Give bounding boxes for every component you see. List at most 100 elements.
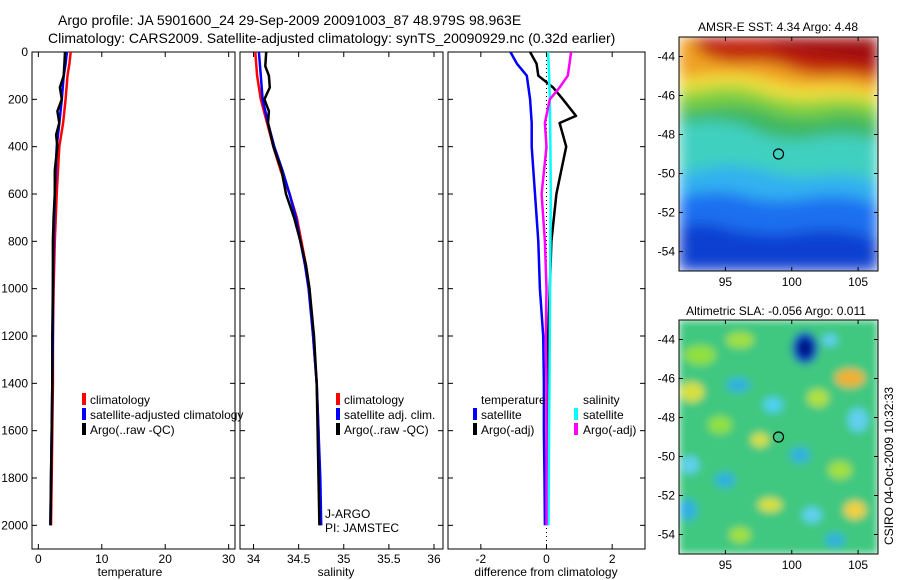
y-tick-label: -46 [658,89,676,103]
sla-map-ticks: 95 100 105 -44 -46 -48 -50 -52 -54 [658,320,878,572]
sst-map-field [679,37,878,271]
y-tick-label: -44 [658,333,676,347]
x-tick-label: 36 [427,552,441,566]
sst-map-frame [678,36,879,272]
difference-xlabel: difference from climatology [474,565,617,579]
temperature-panel: 0 10 20 30 0 200 400 600 800 1000 1200 1400 1600 1800… [1,45,243,579]
y-tick-label: -48 [658,128,676,142]
legend-swatch-satellite [82,408,86,420]
x-tick-label: 100 [782,275,802,289]
y-tick-label: 1200 [1,329,28,343]
temperature-lines [49,52,72,526]
x-tick-label: 30 [222,552,236,566]
x-tick-label: 35 [337,552,351,566]
x-tick-label: 2 [609,552,616,566]
legend-swatch-argo [336,423,340,435]
y-tick-label: -44 [658,50,676,64]
y-tick-label: -52 [658,489,676,503]
x-tick-label: 34.5 [287,552,311,566]
y-tick-label: 200 [8,92,28,106]
salinity-panel: 34 34.5 35 35.5 36 salinity climatology sate… [239,51,444,579]
salinity-lines [254,52,323,526]
y-tick-label: 2000 [1,518,28,532]
legend-label-climatology: climatology [344,393,404,407]
credit-label: CSIRO 04-Oct-2009 10:32:33 [882,387,896,545]
series-line-argo-raw-qc- [49,52,67,526]
sla-argo-marker [772,431,785,443]
salinity-axes-frame [239,51,444,550]
temperature-axes-frame [31,51,236,550]
y-tick-label: 1000 [1,282,28,296]
y-tick-label: 600 [8,187,28,201]
sla-map-field [679,320,878,554]
legend-swatch-climatology [82,393,86,405]
x-tick-label: 20 [159,552,173,566]
sla-map-panel: Altimetric SLA: -0.056 Argo: 0.011 [658,304,879,572]
y-tick-label: -52 [658,206,676,220]
x-tick-label: 0 [35,552,42,566]
salinity-ticks: 34 34.5 35 35.5 36 [240,51,443,566]
difference-legend: temperature salinity satellite Argo(-adj… [473,393,636,437]
legend-swatch-satellite [336,408,340,420]
legend-label-sal-satellite: satellite [583,408,624,422]
sst-map-ticks: 95 100 105 -44 -46 -48 -50 -52 -54 [658,37,878,289]
legend-swatch-temp-satellite [473,408,477,420]
legend-swatch-argo [82,423,86,435]
temperature-ticks: 0 10 20 30 0 200 400 600 800 1000 1200 1400 1600 1800… [1,45,235,566]
series-line-temperature-argo-adj- [529,52,578,526]
x-tick-label: 95 [719,558,733,572]
y-tick-label: -54 [658,245,676,259]
difference-ticks: -2 0 2 [448,51,645,566]
series-line-salinity-argo-adj- [540,52,573,526]
y-tick-label: -54 [658,528,676,542]
annotation-j-argo: J-ARGO [325,507,370,521]
temperature-xlabel: temperature [98,565,163,579]
y-tick-label: 1800 [1,471,28,485]
legend-swatch-temp-argo [473,423,477,435]
series-line-salinity-satellite [546,52,553,526]
legend-label-satellite: satellite-adjusted climatology [90,408,243,422]
legend-header-temperature: temperature [481,393,546,407]
y-tick-label: 800 [8,234,28,248]
header-line-1: Argo profile: JA 5901600_24 29-Sep-2009 … [58,12,521,28]
difference-lines [509,52,578,526]
y-tick-label: -50 [658,167,676,181]
x-tick-label: 34 [247,552,261,566]
legend-swatch-sal-argo [574,423,578,435]
sst-map-panel: AMSR-E SST: 4.34 Argo: 4.48 95 100 105 -44 -… [658,20,879,289]
x-tick-label: 95 [719,275,733,289]
legend-header-salinity: salinity [583,393,620,407]
sst-map-title: AMSR-E SST: 4.34 Argo: 4.48 [698,20,858,34]
annotation-pi: PI: JAMSTEC [325,521,399,535]
y-tick-label: 400 [8,140,28,154]
x-tick-label: 35.5 [377,552,401,566]
series-line-temperature-satellite [509,52,547,526]
sst-argo-marker [772,148,785,160]
y-tick-label: 1600 [1,424,28,438]
y-tick-label: -48 [658,411,676,425]
legend-label-satellite: satellite adj. clim. [344,408,435,422]
y-tick-label: -46 [658,372,676,386]
sla-map-title: Altimetric SLA: -0.056 Argo: 0.011 [686,304,866,318]
series-line-argo-raw-qc- [263,52,321,526]
header-line-2: Climatology: CARS2009. Satellite-adjuste… [48,30,615,46]
legend-label-sal-argo: Argo(-adj) [583,423,636,437]
x-tick-label: 0 [543,552,550,566]
temperature-legend: climatology satellite-adjusted climatolo… [82,393,243,437]
y-tick-label: -50 [658,450,676,464]
x-tick-label: 10 [95,552,109,566]
sla-map-frame [678,319,879,555]
legend-label-argo: Argo(..raw -QC) [344,423,429,437]
salinity-xlabel: salinity [318,565,355,579]
salinity-legend: climatology satellite adj. clim. Argo(..… [336,393,435,437]
x-tick-label: -2 [475,552,486,566]
y-tick-label: 1400 [1,376,28,390]
legend-label-argo: Argo(..raw -QC) [90,423,175,437]
legend-label-temp-satellite: satellite [481,408,522,422]
x-tick-label: 105 [848,275,868,289]
legend-label-temp-argo: Argo(-adj) [481,423,534,437]
y-tick-label: 0 [21,45,28,59]
x-tick-label: 105 [848,558,868,572]
legend-swatch-sal-satellite [574,408,578,420]
